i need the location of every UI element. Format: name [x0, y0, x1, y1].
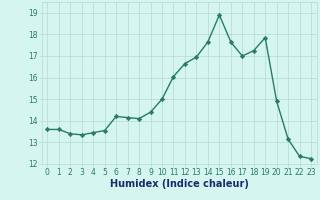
- X-axis label: Humidex (Indice chaleur): Humidex (Indice chaleur): [110, 179, 249, 189]
